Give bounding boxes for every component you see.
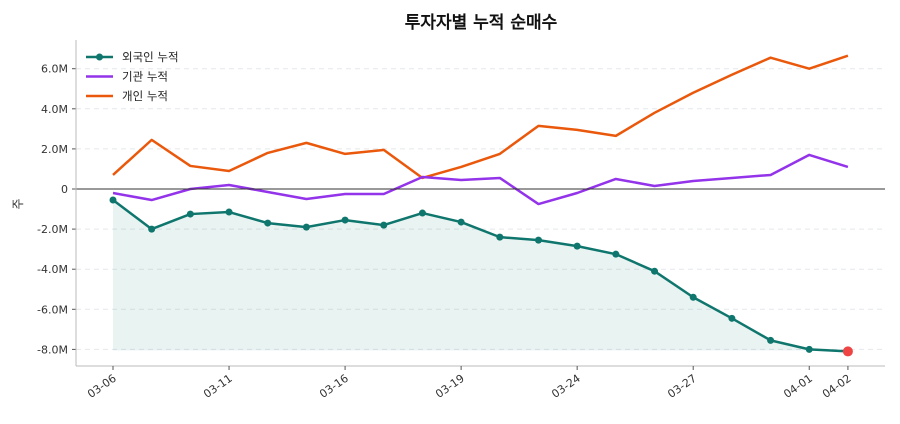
data-point [302,223,310,231]
series-line [112,153,849,206]
y-tick-label: -4.0M [37,263,68,276]
data-point [534,236,542,244]
y-tick-label: 0 [61,183,68,196]
x-tick-label: 03-19 [433,372,467,401]
data-point [148,225,156,233]
x-tick-label: 03-24 [549,372,583,401]
data-point [805,345,813,353]
data-point [418,209,426,217]
y-tick-label: -8.0M [37,343,68,356]
x-tick-label: 03-27 [665,372,699,401]
data-point [767,336,775,344]
legend-marker [96,53,103,61]
y-tick-label: 6.0M [41,63,68,76]
data-point [689,293,697,301]
data-point [457,218,465,226]
data-point [264,219,272,227]
data-point [496,233,504,241]
data-point [109,196,117,204]
x-tick-label: 04-01 [781,372,815,401]
y-axis-label: 주 [11,198,25,209]
x-tick-label: 03-16 [317,372,351,401]
series-line [112,199,848,353]
y-tick-label: -2.0M [37,223,68,236]
legend-label: 외국인 누적 [122,50,179,64]
last-point-marker [842,346,853,357]
series-line [112,54,849,180]
data-point [380,221,388,229]
y-tick-label: 2.0M [41,143,68,156]
series-fill-area [113,200,848,352]
x-tick-label: 04-02 [820,372,854,401]
legend-label: 기관 누적 [122,70,168,84]
data-point [573,242,581,250]
data-point [186,210,194,218]
y-tick-label: 4.0M [41,103,68,116]
y-tick-label: -6.0M [37,303,68,316]
data-point [341,216,349,224]
data-point [225,208,233,216]
data-point [612,250,620,258]
chart-title: 투자자별 누적 순매수 [405,13,558,33]
data-point [651,267,659,275]
legend-label: 개인 누적 [122,89,168,103]
data-point [728,314,736,322]
x-tick-label: 03-11 [201,372,235,401]
x-tick-label: 03-06 [85,372,119,401]
